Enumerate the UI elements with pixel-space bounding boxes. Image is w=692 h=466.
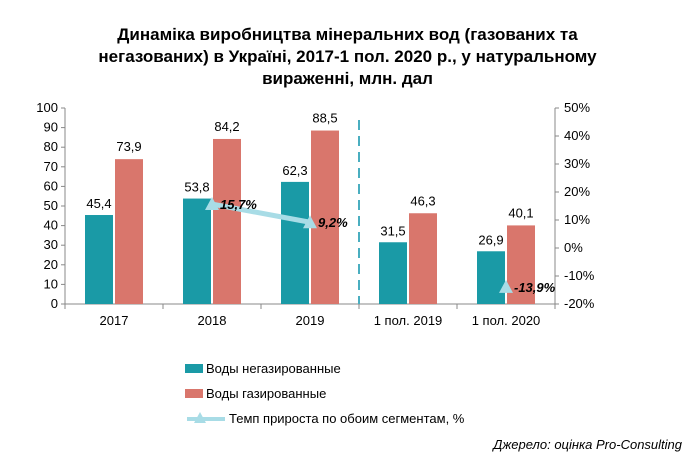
- data-label-sparkling: 88,5: [312, 111, 337, 126]
- data-label-sparkling: 40,1: [508, 205, 533, 220]
- data-label-sparkling: 73,9: [116, 139, 141, 154]
- data-label-sparkling: 84,2: [214, 119, 239, 134]
- y-tick-label: 20: [44, 257, 58, 272]
- growth-marker: [499, 279, 513, 293]
- y-tick-label: 90: [44, 120, 58, 135]
- data-label-growth: -13,9%: [514, 280, 556, 295]
- legend-label-growth: Темп прироста по обоим сегментам, %: [229, 411, 465, 426]
- x-tick-label: 2017: [100, 313, 129, 328]
- bar-still: [281, 181, 309, 304]
- y-tick-label: 0: [51, 296, 58, 311]
- x-tick-label: 2019: [296, 313, 325, 328]
- source-note: Джерело: оцінка Pro-Consulting: [493, 437, 682, 452]
- bar-still: [379, 242, 407, 304]
- y2-tick-label: -20%: [564, 296, 595, 311]
- growth-marker: [303, 215, 317, 229]
- legend-label-sparkling: Воды газированные: [206, 386, 327, 401]
- y-tick-label: 10: [44, 276, 58, 291]
- y2-tick-label: 10%: [564, 212, 590, 227]
- y2-tick-label: 0%: [564, 240, 583, 255]
- y2-tick-label: 20%: [564, 184, 590, 199]
- x-tick-label: 1 пол. 2020: [472, 313, 541, 328]
- growth-line-segment: [209, 201, 313, 225]
- chart-title-line-3: вираженні, млн. дал: [262, 69, 433, 88]
- legend-swatch-sparkling: [185, 389, 203, 398]
- y2-tick-label: -10%: [564, 268, 595, 283]
- bar-sparkling: [409, 213, 437, 304]
- bar-still: [477, 251, 505, 304]
- data-label-sparkling: 46,3: [410, 193, 435, 208]
- legend-swatch-growth: [185, 409, 227, 429]
- y2-tick-label: 40%: [564, 128, 590, 143]
- x-tick-label: 1 пол. 2019: [374, 313, 443, 328]
- y-tick-label: 80: [44, 139, 58, 154]
- bar-still: [183, 198, 211, 304]
- legend-item-still: Воды негазированные: [185, 356, 464, 381]
- chart-title: Динаміка виробництва мінеральних вод (га…: [60, 24, 635, 90]
- legend-item-growth: Темп прироста по обоим сегментам, %: [185, 406, 464, 431]
- y-tick-label: 50: [44, 198, 58, 213]
- data-label-still: 45,4: [86, 196, 111, 211]
- growth-marker: [205, 197, 219, 211]
- bar-still: [85, 215, 113, 304]
- y2-tick-label: 50%: [564, 100, 590, 115]
- y-tick-label: 40: [44, 218, 58, 233]
- y-tick-label: 60: [44, 178, 58, 193]
- y2-tick-label: 30%: [564, 156, 590, 171]
- data-label-still: 53,8: [184, 180, 209, 195]
- legend-swatch-still: [185, 364, 203, 373]
- y-tick-label: 30: [44, 237, 58, 252]
- data-label-still: 62,3: [282, 163, 307, 178]
- bar-sparkling: [311, 130, 339, 304]
- data-label-growth: 9,2%: [318, 215, 348, 230]
- data-label-growth: 15,7%: [220, 197, 257, 212]
- legend-label-still: Воды негазированные: [206, 361, 341, 376]
- data-label-still: 31,5: [380, 223, 405, 238]
- chart-legend: Воды негазированные Воды газированные Те…: [185, 356, 464, 431]
- x-tick-label: 2018: [198, 313, 227, 328]
- data-label-still: 26,9: [478, 232, 503, 247]
- bar-sparkling: [213, 138, 241, 304]
- y-tick-label: 70: [44, 159, 58, 174]
- y-tick-label: 100: [36, 100, 58, 115]
- chart-title-line-2: негазованих) в Україні, 2017-1 пол. 2020…: [98, 47, 597, 66]
- bar-sparkling: [115, 159, 143, 304]
- chart-title-line-1: Динаміка виробництва мінеральних вод (га…: [117, 25, 578, 44]
- legend-item-sparkling: Воды газированные: [185, 381, 464, 406]
